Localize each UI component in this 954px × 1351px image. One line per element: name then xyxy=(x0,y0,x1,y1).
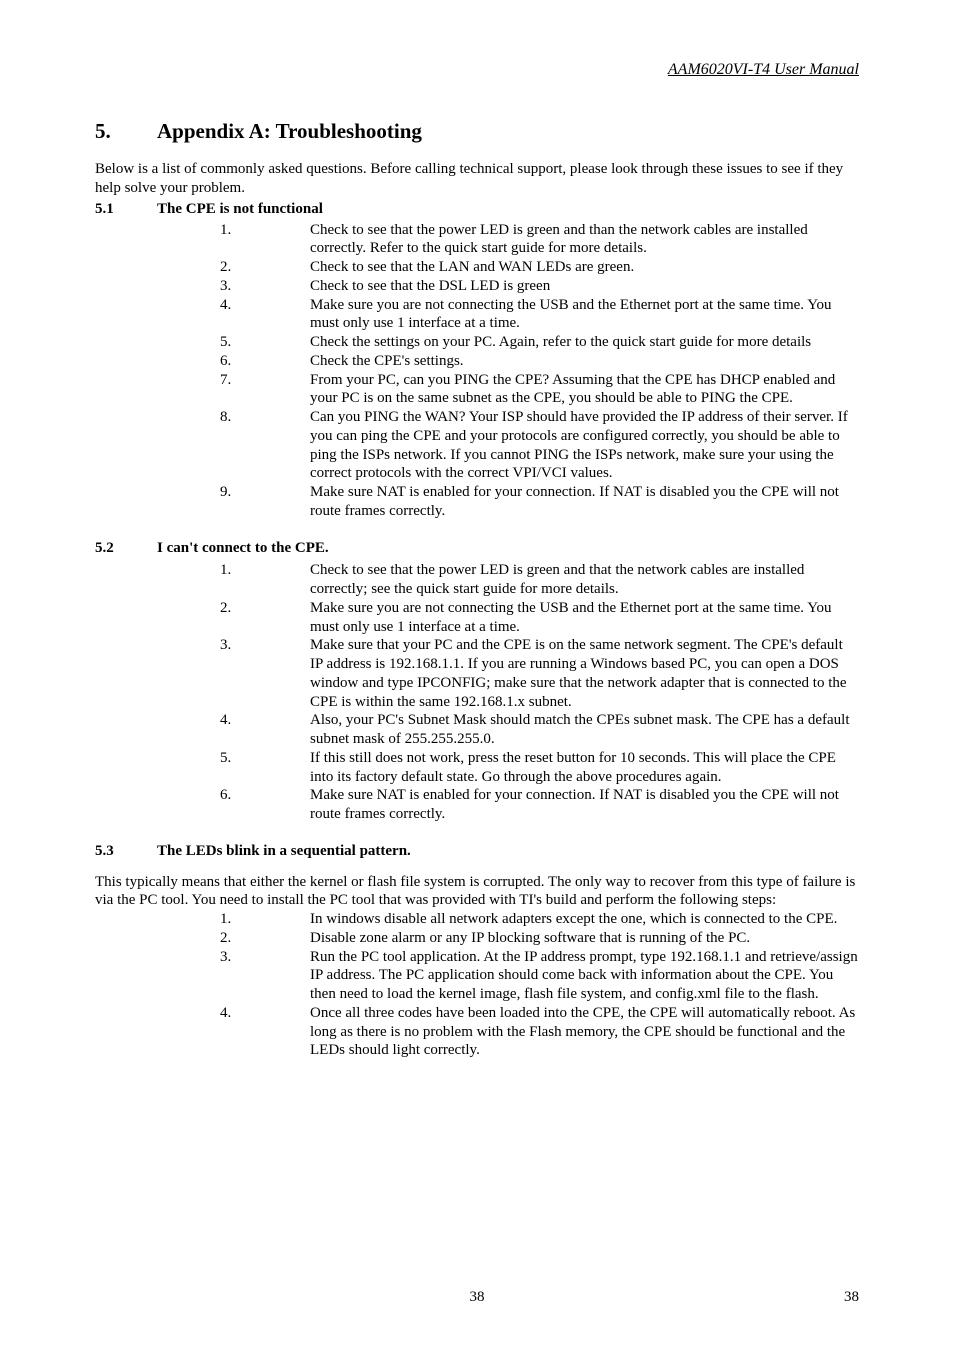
section-5-3-list: 1. In windows disable all network adapter… xyxy=(95,910,859,1060)
chapter-heading: 5.Appendix A: Troubleshooting xyxy=(95,118,859,144)
section-number: 5.3 xyxy=(95,842,157,861)
item-number: 3. xyxy=(220,277,231,296)
item-text: Make sure NAT is enabled for your connec… xyxy=(310,484,839,519)
page-number-center: 38 xyxy=(95,1288,859,1307)
item-number: 5. xyxy=(220,333,231,352)
list-item: 3. Make sure that your PC and the CPE is … xyxy=(220,636,859,711)
item-text: From your PC, can you PING the CPE? Assu… xyxy=(310,372,835,407)
item-number: 6. xyxy=(220,786,231,805)
item-text: Run the PC tool application. At the IP a… xyxy=(310,949,858,1003)
item-text: Also, your PC's Subnet Mask should match… xyxy=(310,712,849,747)
list-item: 2. Make sure you are not connecting the U… xyxy=(220,599,859,637)
list-item: 3. Run the PC tool application. At the IP… xyxy=(220,948,859,1004)
item-text: Disable zone alarm or any IP blocking so… xyxy=(310,930,750,946)
item-text: Check the settings on your PC. Again, re… xyxy=(310,334,811,350)
item-number: 1. xyxy=(220,910,231,929)
item-text: Once all three codes have been loaded in… xyxy=(310,1005,855,1059)
item-text: Check to see that the power LED is green… xyxy=(310,222,808,257)
item-number: 2. xyxy=(220,929,231,948)
list-item: 7. From your PC, can you PING the CPE? As… xyxy=(220,371,859,409)
page-number-right: 38 xyxy=(844,1288,859,1307)
list-item: 2. Disable zone alarm or any IP blocking … xyxy=(220,929,859,948)
section-number: 5.1 xyxy=(95,200,157,219)
item-number: 9. xyxy=(220,483,231,502)
item-number: 3. xyxy=(220,948,231,967)
running-head: AAM6020VI-T4 User Manual xyxy=(95,60,859,80)
section-5-2-heading: 5.2I can't connect to the CPE. xyxy=(95,539,859,558)
item-number: 2. xyxy=(220,599,231,618)
section-title: The LEDs blink in a sequential pattern. xyxy=(157,843,411,859)
item-text: Make sure you are not connecting the USB… xyxy=(310,297,832,332)
list-item: 8. Can you PING the WAN? Your ISP should … xyxy=(220,408,859,483)
item-number: 5. xyxy=(220,749,231,768)
item-text: Make sure you are not connecting the USB… xyxy=(310,600,832,635)
list-item: 2. Check to see that the LAN and WAN LEDs… xyxy=(220,258,859,277)
item-number: 1. xyxy=(220,561,231,580)
item-text: Can you PING the WAN? Your ISP should ha… xyxy=(310,409,848,481)
item-text: Check to see that the LAN and WAN LEDs a… xyxy=(310,259,634,275)
section-5-3-body: This typically means that either the ker… xyxy=(95,873,859,911)
page-footer: 38 38 xyxy=(95,1288,859,1307)
list-item: 5. If this still does not work, press the… xyxy=(220,749,859,787)
item-text: Make sure NAT is enabled for your connec… xyxy=(310,787,839,822)
item-number: 2. xyxy=(220,258,231,277)
list-item: 9. Make sure NAT is enabled for your conn… xyxy=(220,483,859,521)
section-title: I can't connect to the CPE. xyxy=(157,540,329,556)
item-text: Check to see that the power LED is green… xyxy=(310,562,804,597)
list-item: 1. Check to see that the power LED is gre… xyxy=(220,221,859,259)
section-number: 5.2 xyxy=(95,539,157,558)
item-text: Check to see that the DSL LED is green xyxy=(310,278,550,294)
list-item: 5. Check the settings on your PC. Again, … xyxy=(220,333,859,352)
item-text: If this still does not work, press the r… xyxy=(310,750,836,785)
list-item: 6. Make sure NAT is enabled for your conn… xyxy=(220,786,859,824)
item-number: 6. xyxy=(220,352,231,371)
chapter-number: 5. xyxy=(95,118,157,144)
item-number: 4. xyxy=(220,711,231,730)
list-item: 6. Check the CPE's settings. xyxy=(220,352,859,371)
item-number: 4. xyxy=(220,1004,231,1023)
section-5-1-heading: 5.1The CPE is not functional xyxy=(95,200,859,219)
section-title: The CPE is not functional xyxy=(157,201,323,217)
page: AAM6020VI-T4 User Manual 5.Appendix A: T… xyxy=(0,0,954,1351)
section-5-3-heading: 5.3The LEDs blink in a sequential patter… xyxy=(95,842,859,861)
list-item: 4. Make sure you are not connecting the U… xyxy=(220,296,859,334)
item-number: 7. xyxy=(220,371,231,390)
list-item: 3. Check to see that the DSL LED is green xyxy=(220,277,859,296)
list-item: 4. Also, your PC's Subnet Mask should mat… xyxy=(220,711,859,749)
item-number: 4. xyxy=(220,296,231,315)
intro-paragraph: Below is a list of commonly asked questi… xyxy=(95,160,859,198)
list-item: 1. Check to see that the power LED is gre… xyxy=(220,561,859,599)
section-5-1-list: 1. Check to see that the power LED is gre… xyxy=(95,221,859,521)
item-text: In windows disable all network adapters … xyxy=(310,911,837,927)
item-number: 8. xyxy=(220,408,231,427)
list-item: 1. In windows disable all network adapter… xyxy=(220,910,859,929)
item-text: Make sure that your PC and the CPE is on… xyxy=(310,637,847,709)
section-5-2-list: 1. Check to see that the power LED is gre… xyxy=(95,561,859,824)
item-text: Check the CPE's settings. xyxy=(310,353,464,369)
item-number: 3. xyxy=(220,636,231,655)
list-item: 4. Once all three codes have been loaded … xyxy=(220,1004,859,1060)
chapter-title: Appendix A: Troubleshooting xyxy=(157,119,422,143)
item-number: 1. xyxy=(220,221,231,240)
